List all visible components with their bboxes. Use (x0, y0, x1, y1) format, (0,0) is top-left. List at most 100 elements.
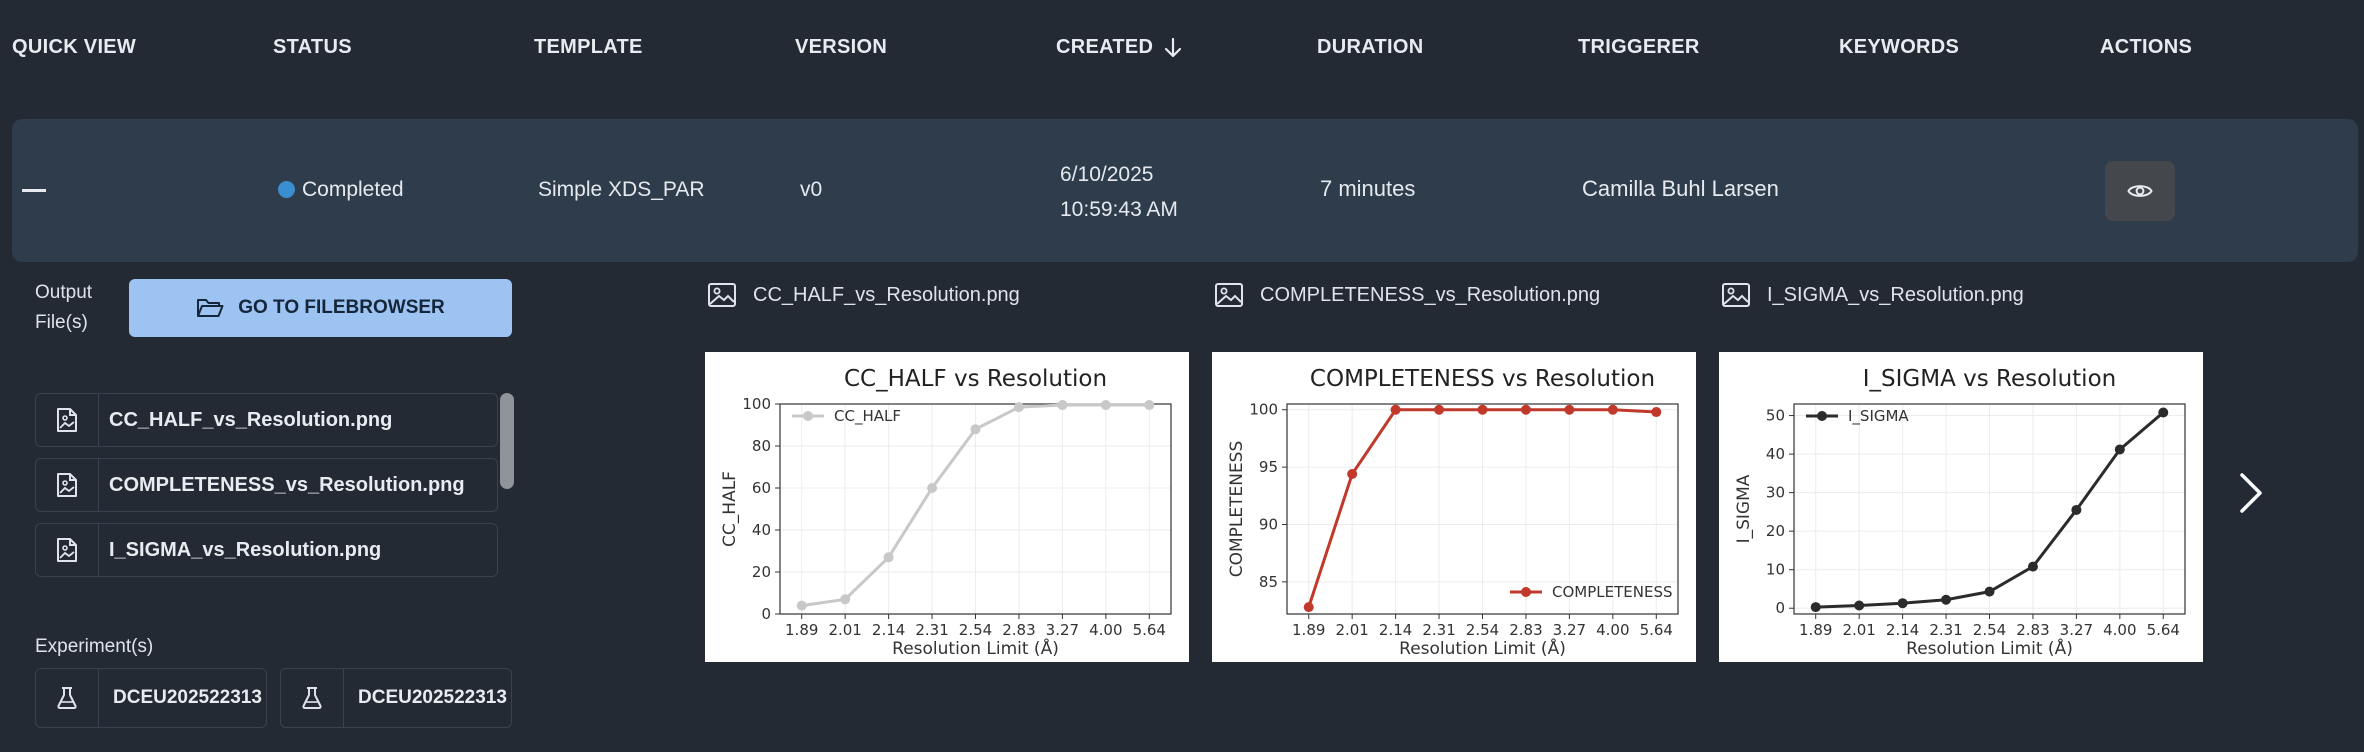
template-cell: Simple XDS_PAR (538, 178, 705, 201)
data-point (1520, 404, 1531, 415)
data-point (1984, 586, 1995, 597)
image-file-icon (57, 473, 77, 497)
x-axis-label: Resolution Limit (Å) (1906, 637, 2073, 659)
y-tick-label: 100 (1249, 401, 1278, 419)
chevron-right-icon[interactable] (2236, 470, 2266, 516)
data-point (883, 552, 894, 563)
experiment-id: DCEU202522313 (113, 687, 262, 708)
list-item[interactable]: CC_HALF_vs_Resolution.png (35, 393, 498, 447)
y-tick-label: 90 (1259, 515, 1278, 533)
arrow-down-icon[interactable] (1163, 37, 1183, 59)
y-tick-label: 20 (1766, 522, 1785, 540)
image-title[interactable]: I_SIGMA_vs_Resolution.png (1721, 282, 2024, 308)
y-tick-label: 95 (1259, 458, 1278, 476)
data-point (1897, 598, 1908, 609)
x-tick-label: 3.27 (2060, 621, 2093, 639)
output-files-label: Output File(s) (35, 282, 93, 333)
y-tick-label: 30 (1766, 484, 1785, 502)
i-sigma-chart: I_SIGMA vs Resolution 0 10 20 30 40 50 1.89 2.01… (1734, 366, 2186, 659)
file-list-scrollbar[interactable] (500, 393, 514, 489)
x-tick-label: 2.14 (872, 621, 905, 639)
x-tick-label: 1.89 (1799, 621, 1832, 639)
y-tick-label: 0 (761, 605, 771, 623)
header-keywords[interactable]: KEYWORDS (1839, 36, 1960, 58)
table-row[interactable]: Completed Simple XDS_PAR v0 6/10/2025 10… (12, 119, 2358, 262)
chart-title: CC_HALF vs Resolution (844, 366, 1107, 392)
duration-cell: 7 minutes (1320, 176, 1416, 201)
table-header: QUICK VIEW STATUS TEMPLATE VERSION CREAT… (0, 0, 2364, 100)
output-file-list: CC_HALF_vs_Resolution.png COMPLETENESS_v… (35, 390, 515, 590)
created-date: 6/10/2025 (1060, 163, 1154, 186)
data-point (796, 600, 807, 611)
cc-half-chart: CC_HALF vs Resolution 0 20 40 60 80 100 1.89 2.0… (720, 366, 1172, 659)
list-item[interactable]: I_SIGMA_vs_Resolution.png (35, 523, 498, 577)
data-point (2114, 444, 2125, 455)
data-point (1303, 602, 1314, 613)
data-point (1144, 400, 1155, 411)
header-duration[interactable]: DURATION (1317, 36, 1424, 58)
x-tick-label: 2.83 (1509, 621, 1542, 639)
x-tick-label: 1.89 (1292, 621, 1325, 639)
header-triggerer[interactable]: TRIGGERER (1578, 36, 1700, 58)
header-actions: ACTIONS (2100, 36, 2193, 58)
status-dot-icon (278, 181, 295, 198)
y-tick-label: 40 (1766, 445, 1785, 463)
image-file-icon (57, 408, 77, 432)
x-tick-label: 2.31 (915, 621, 948, 639)
file-name: COMPLETENESS_vs_Resolution.png (109, 473, 465, 496)
data-point (1564, 404, 1575, 415)
y-axis-label: I_SIGMA (1734, 474, 1754, 543)
list-item[interactable]: COMPLETENESS_vs_Resolution.png (35, 458, 498, 512)
header-template[interactable]: TEMPLATE (534, 36, 643, 58)
file-name: CC_HALF_vs_Resolution.png (109, 408, 393, 431)
x-axis-label: Resolution Limit (Å) (1399, 637, 1566, 659)
view-button[interactable] (2105, 161, 2175, 221)
data-point (1854, 600, 1865, 611)
x-tick-label: 2.01 (1842, 621, 1875, 639)
header-created[interactable]: CREATED (1056, 36, 1183, 59)
y-tick-label: 20 (752, 563, 771, 581)
collapse-icon[interactable] (22, 189, 46, 192)
chart-title: COMPLETENESS vs Resolution (1310, 366, 1655, 392)
data-point (927, 483, 938, 493)
x-tick-label: 2.01 (1335, 621, 1368, 639)
folder-open-icon (197, 299, 224, 317)
experiment-chip[interactable]: DCEU202522313 (35, 668, 267, 728)
created-cell: 6/10/2025 10:59:43 AM (1060, 157, 1178, 227)
data-point (2158, 407, 2169, 418)
data-point (1100, 400, 1111, 411)
y-tick-label: 60 (752, 479, 771, 497)
go-to-filebrowser-button[interactable]: GO TO FILEBROWSER (129, 279, 512, 337)
data-point (1390, 404, 1401, 415)
data-point (2027, 561, 2038, 572)
image-file-icon (57, 538, 77, 562)
x-tick-label: 2.14 (1886, 621, 1919, 639)
y-tick-label: 40 (752, 521, 771, 539)
image-title[interactable]: CC_HALF_vs_Resolution.png (707, 282, 1020, 308)
experiments-label: Experiment(s) (35, 636, 154, 657)
x-tick-label: 2.01 (828, 621, 861, 639)
x-tick-label: 2.83 (1002, 621, 1035, 639)
x-tick-label: 2.31 (1929, 621, 1962, 639)
y-tick-label: 0 (1775, 599, 1785, 617)
chart-panel-i-sigma[interactable]: I_SIGMA vs Resolution 0 10 20 30 40 50 1.89 2.01… (1719, 352, 2203, 662)
y-tick-label: 10 (1766, 561, 1785, 579)
chart-panel-completeness[interactable]: COMPLETENESS vs Resolution 85 90 95 100 1.89 2… (1212, 352, 1696, 662)
x-tick-label: 4.00 (2103, 621, 2136, 639)
header-version[interactable]: VERSION (795, 36, 888, 58)
data-point (1607, 404, 1618, 415)
x-tick-label: 2.54 (1466, 621, 1499, 639)
y-axis-label: CC_HALF (720, 471, 740, 547)
y-tick-label: 50 (1766, 407, 1785, 425)
legend-marker (803, 411, 813, 421)
x-tick-label: 4.00 (1596, 621, 1629, 639)
x-tick-label: 5.64 (1133, 621, 1166, 639)
data-point (1347, 469, 1358, 479)
header-status[interactable]: STATUS (273, 36, 352, 58)
chart-panel-cc-half[interactable]: CC_HALF vs Resolution 0 20 40 60 80 100 1.89 2.0… (705, 352, 1189, 662)
x-tick-label: 3.27 (1553, 621, 1586, 639)
image-title[interactable]: COMPLETENESS_vs_Resolution.png (1214, 282, 1600, 308)
experiment-chip[interactable]: DCEU202522313 (280, 668, 512, 728)
y-tick-label: 85 (1259, 573, 1278, 591)
data-point (1013, 402, 1024, 413)
